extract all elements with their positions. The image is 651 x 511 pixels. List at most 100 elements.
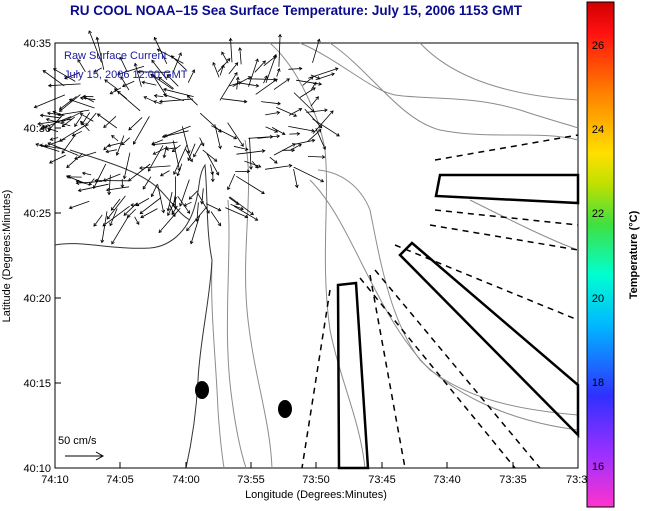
current-vector	[35, 143, 60, 152]
current-vector-head	[234, 62, 239, 66]
current-vector-head	[336, 133, 340, 137]
current-vector	[148, 145, 164, 172]
current-vector	[34, 94, 66, 108]
current-vector	[104, 79, 118, 90]
current-vector-head	[244, 214, 249, 219]
current-vector-head	[151, 59, 155, 64]
current-vector-head	[238, 81, 242, 85]
current-vector-head	[150, 73, 154, 78]
current-vector-head	[139, 166, 143, 170]
current-vector-head	[152, 74, 156, 79]
current-vector-head	[111, 240, 115, 245]
current-vector	[236, 77, 239, 90]
current-vector	[106, 149, 117, 153]
current-vector-head	[109, 90, 114, 95]
current-vector-head	[74, 156, 78, 160]
current-vector	[52, 111, 62, 116]
current-vector	[40, 114, 60, 119]
current-vector-head	[250, 211, 254, 216]
current-vector-head	[312, 87, 316, 91]
current-vector-head	[153, 94, 158, 98]
current-vector	[140, 208, 158, 218]
current-vector	[128, 117, 143, 131]
coastline	[54, 149, 213, 469]
current-vector	[232, 76, 252, 87]
current-vector-head	[298, 66, 303, 71]
x-axis-label: Longitude (Degrees:Minutes)	[245, 489, 387, 501]
current-vector	[225, 207, 248, 218]
station-marker-2	[278, 400, 292, 418]
current-vector	[189, 190, 198, 200]
current-vector	[158, 76, 174, 90]
current-vector-head	[80, 120, 84, 125]
current-vector	[306, 109, 328, 113]
x-axis: 74:10 74:05 74:00 73:55 73:50 73:45 73:4…	[41, 462, 587, 501]
x-tick-label: 74:10	[41, 474, 69, 486]
current-vector-head	[243, 99, 248, 104]
current-vector	[230, 204, 244, 210]
annotation-line-2: July 15, 2006 12:00 GMT	[64, 69, 188, 81]
current-vector	[50, 137, 59, 141]
current-vector	[46, 118, 71, 127]
current-vector-head	[278, 33, 282, 38]
current-vector-head	[206, 210, 210, 214]
current-vector-head	[249, 166, 253, 170]
current-vector-head	[217, 207, 222, 212]
current-vector-head	[261, 190, 265, 195]
current-vector	[228, 62, 239, 75]
current-vector-head	[153, 36, 158, 41]
current-vector-head	[105, 187, 110, 192]
current-vector-head	[189, 240, 194, 245]
current-vector	[94, 67, 103, 73]
current-vector	[296, 79, 322, 85]
current-vector-head	[281, 131, 286, 135]
current-vector	[288, 126, 315, 132]
current-vector-head	[39, 126, 44, 130]
current-vector-head	[318, 124, 323, 129]
y-tick-label: 40:30	[23, 123, 51, 135]
current-vector-head	[147, 168, 152, 172]
current-vector-head	[186, 227, 190, 232]
current-vector-head	[141, 80, 146, 85]
current-vector-head	[81, 121, 85, 126]
current-vector	[199, 112, 222, 133]
current-vector-head	[160, 172, 164, 177]
current-vector-head	[152, 151, 157, 155]
current-vector	[193, 141, 203, 157]
current-vector-head	[255, 58, 259, 63]
current-vector-head	[142, 185, 147, 190]
current-vector	[229, 196, 254, 215]
current-vector	[76, 181, 103, 184]
current-vector-head	[107, 143, 111, 148]
y-axis: 40:35 40:30 40:25 40:20 40:15 40:10 Lati…	[1, 38, 61, 475]
current-vector-head	[77, 188, 82, 193]
current-vector	[80, 113, 94, 122]
current-vector-head	[110, 207, 115, 211]
current-vector-head	[188, 196, 193, 200]
current-vector-head	[228, 37, 233, 42]
current-vector-head	[60, 119, 65, 123]
current-vector	[237, 82, 259, 87]
current-vector-head	[47, 142, 52, 146]
current-vector	[88, 30, 102, 63]
current-vector-head	[288, 163, 293, 168]
current-vector-head	[254, 217, 259, 221]
current-vector-head	[246, 169, 251, 174]
current-vector-head	[139, 210, 144, 215]
current-vector-head	[161, 134, 166, 139]
current-vector-head	[294, 184, 299, 189]
current-vector-head	[158, 229, 163, 234]
current-vector-head	[240, 143, 244, 147]
x-tick-label: 73:50	[302, 474, 330, 486]
current-vector	[247, 78, 277, 80]
current-vector-head	[74, 123, 78, 128]
current-vector-head	[191, 69, 196, 74]
current-vector	[219, 72, 238, 101]
current-vector	[206, 203, 221, 211]
current-vector	[212, 62, 220, 78]
colorbar-tick-label: 24	[592, 124, 604, 136]
current-vector-head	[95, 36, 100, 41]
map-title: RU COOL NOAA–15 Sea Surface Temperature:…	[70, 3, 522, 18]
current-vector-head	[298, 143, 302, 148]
current-vector	[177, 163, 183, 176]
